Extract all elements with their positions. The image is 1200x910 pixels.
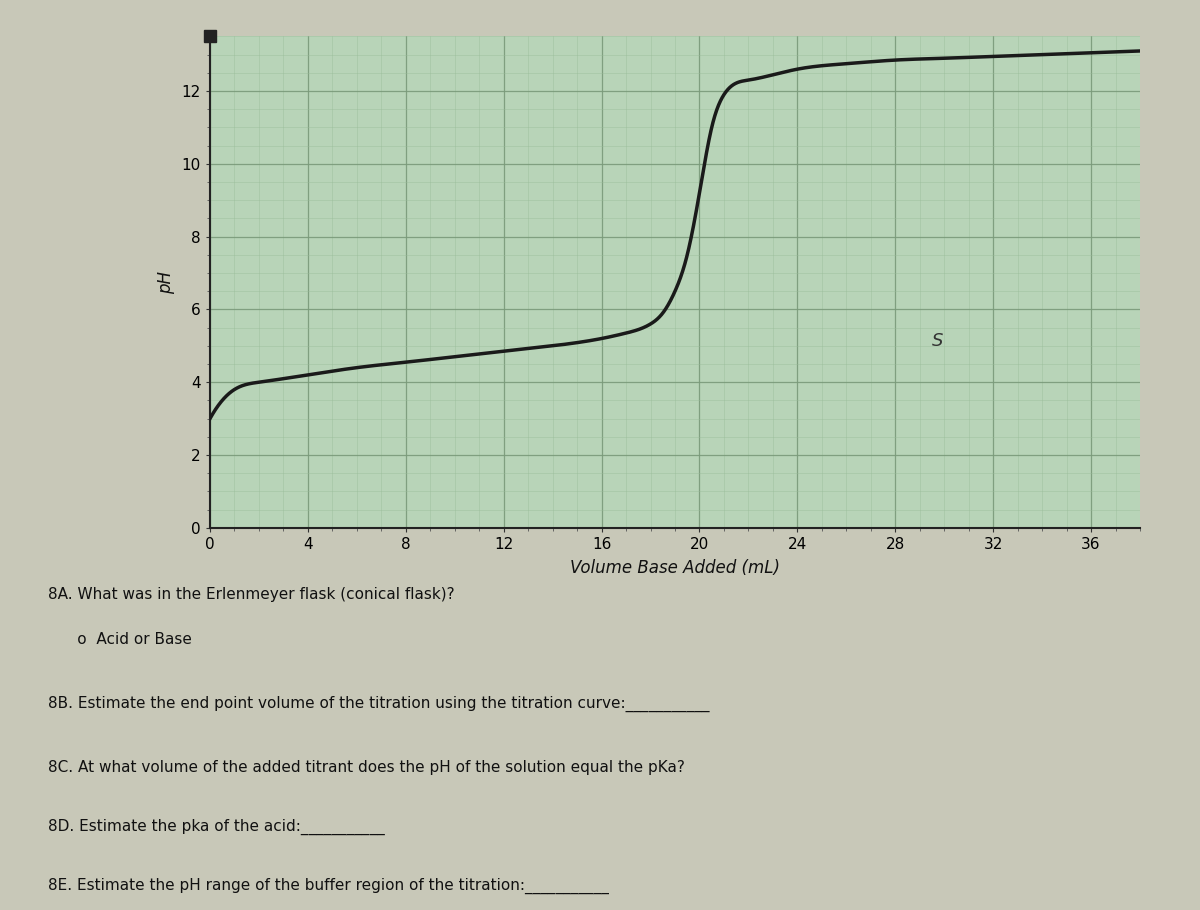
Text: 8A. What was in the Erlenmeyer flask (conical flask)?: 8A. What was in the Erlenmeyer flask (co… — [48, 587, 455, 602]
Text: o  Acid or Base: o Acid or Base — [48, 632, 192, 647]
X-axis label: Volume Base Added (mL): Volume Base Added (mL) — [570, 559, 780, 577]
Text: 8E. Estimate the pH range of the buffer region of the titration:___________: 8E. Estimate the pH range of the buffer … — [48, 878, 608, 895]
Y-axis label: pH: pH — [157, 270, 175, 294]
Text: S: S — [932, 332, 943, 349]
Text: 8D. Estimate the pka of the acid:___________: 8D. Estimate the pka of the acid:_______… — [48, 819, 385, 835]
Text: 8C. At what volume of the added titrant does the pH of the solution equal the pK: 8C. At what volume of the added titrant … — [48, 760, 685, 774]
Text: 8B. Estimate the end point volume of the titration using the titration curve:___: 8B. Estimate the end point volume of the… — [48, 696, 709, 713]
